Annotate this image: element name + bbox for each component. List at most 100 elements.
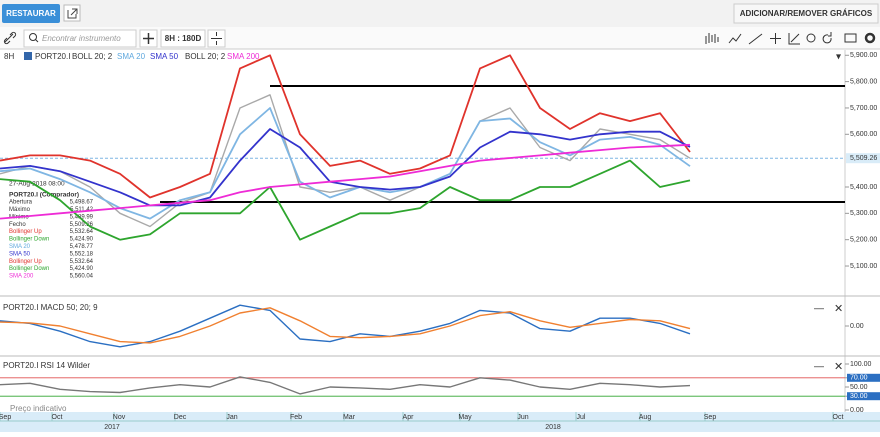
y-tick-label: 5,600.00 bbox=[850, 131, 877, 138]
search-icon bbox=[29, 33, 37, 41]
add-remove-label[interactable]: ADICIONAR/REMOVER GRÁFICOS bbox=[740, 9, 873, 18]
info-date: 27-Aug-2018 08:00 bbox=[9, 181, 65, 188]
price-tag bbox=[846, 153, 880, 164]
y-tick-label: 0.00 bbox=[850, 323, 864, 330]
info-value: 5,552.18 bbox=[70, 251, 94, 257]
month-label: May bbox=[458, 414, 472, 421]
info-title: PORT20.I (Comprador) bbox=[9, 192, 79, 199]
y-tick-label: 70.00 bbox=[850, 375, 868, 382]
top-toolbar bbox=[0, 0, 880, 27]
instrument-label: PORT20.I bbox=[35, 52, 70, 61]
info-value: 5,424.90 bbox=[70, 237, 94, 243]
rsi-title: PORT20.I RSI 14 Wilder bbox=[3, 361, 90, 370]
info-label: Bollinger Down bbox=[9, 237, 49, 243]
month-label: Mar bbox=[343, 414, 356, 421]
month-label: Apr bbox=[403, 414, 415, 421]
settings-tool[interactable] bbox=[864, 32, 876, 44]
info-value: 5,511.42 bbox=[70, 207, 94, 213]
trend-tool[interactable] bbox=[748, 33, 763, 45]
series-line bbox=[0, 376, 691, 395]
y-tick-label: 5,100.00 bbox=[850, 263, 877, 270]
info-label: Máximo bbox=[9, 207, 31, 213]
month-label: Feb bbox=[290, 414, 302, 421]
month-label: Sep bbox=[0, 414, 11, 421]
month-label: Jun bbox=[517, 414, 528, 421]
add-remove-button[interactable] bbox=[733, 3, 879, 24]
info-value: 5,560.04 bbox=[70, 274, 94, 280]
close-panel[interactable]: ✕ bbox=[834, 361, 843, 373]
series-line bbox=[0, 94, 691, 228]
candles-tool[interactable] bbox=[705, 33, 719, 44]
boll2-label: BOLL 20; 2 bbox=[185, 52, 226, 61]
macd-title: PORT20.I MACD 50; 20; 9 bbox=[3, 303, 98, 312]
refresh-tool[interactable] bbox=[822, 32, 832, 44]
sma20-label: SMA 20 bbox=[117, 52, 146, 61]
popout-icon bbox=[67, 8, 78, 19]
info-label: SMA 20 bbox=[9, 244, 31, 250]
search-placeholder[interactable]: Encontrar instrumento bbox=[42, 34, 121, 43]
info-value: 5,532.64 bbox=[70, 259, 94, 265]
minimize-panel[interactable]: — bbox=[814, 362, 824, 373]
month-label: Aug bbox=[639, 414, 652, 421]
tool-icons bbox=[705, 32, 876, 45]
restore-label[interactable]: RESTAURAR bbox=[6, 9, 56, 18]
y-tick-label: 5,300.00 bbox=[850, 210, 877, 217]
month-label: Dec bbox=[174, 414, 187, 421]
month-label: Jan bbox=[226, 414, 237, 421]
info-value: 5,498.67 bbox=[70, 200, 94, 206]
y-tick-label: 0.00 bbox=[850, 407, 864, 414]
boll-label: BOLL 20; 2 bbox=[72, 52, 113, 61]
period-button[interactable] bbox=[160, 29, 206, 48]
y-tick-label: 5,700.00 bbox=[850, 105, 877, 112]
y-tick-label: 5,400.00 bbox=[850, 184, 877, 191]
period-label[interactable]: 8H : 180D bbox=[165, 34, 202, 43]
info-value: 5,532.64 bbox=[70, 229, 94, 235]
info-label: SMA 200 bbox=[9, 274, 34, 280]
level-tag bbox=[847, 373, 880, 382]
cross-tool[interactable] bbox=[770, 33, 781, 44]
series-line bbox=[0, 128, 691, 207]
close-panel[interactable]: ▾ bbox=[836, 52, 841, 63]
price-tag-label: 5,509.26 bbox=[850, 155, 877, 162]
indicator-tool[interactable] bbox=[728, 33, 742, 44]
info-value: 5,478.77 bbox=[70, 244, 94, 250]
level-tag bbox=[847, 392, 880, 401]
search-box[interactable] bbox=[23, 29, 137, 48]
info-label: Bollinger Up bbox=[9, 259, 42, 265]
y-tick-label: 5,800.00 bbox=[850, 78, 877, 85]
series-line bbox=[0, 307, 691, 344]
series-line bbox=[0, 304, 691, 348]
y-tick-label: 5,200.00 bbox=[850, 237, 877, 244]
minimize-panel[interactable]: — bbox=[814, 304, 824, 315]
info-label: Fecho bbox=[9, 222, 26, 228]
fib-tool[interactable] bbox=[788, 33, 800, 45]
month-label: Oct bbox=[833, 414, 844, 421]
month-label: Jul bbox=[577, 414, 586, 421]
info-label: SMA 50 bbox=[9, 251, 31, 257]
popout-button[interactable] bbox=[63, 4, 81, 22]
link-icon[interactable] bbox=[3, 31, 17, 45]
month-label: Nov bbox=[113, 414, 126, 421]
sma200-label: SMA 200 bbox=[227, 52, 260, 61]
y-tick-label: 30.00 bbox=[850, 393, 868, 400]
series-line bbox=[0, 159, 691, 241]
plus-icon bbox=[143, 33, 154, 44]
info-value: 5,509.26 bbox=[70, 222, 94, 228]
interval-label: 8H bbox=[4, 52, 14, 61]
close-panel[interactable]: ✕ bbox=[834, 303, 843, 315]
instrument-icon bbox=[24, 52, 32, 60]
series-line bbox=[0, 54, 691, 199]
zoom-tool[interactable] bbox=[806, 33, 816, 43]
indicative-note: Preço indicativo bbox=[10, 404, 67, 413]
x-axis-band bbox=[0, 412, 880, 432]
restore-button[interactable] bbox=[2, 4, 60, 23]
camera-tool[interactable] bbox=[844, 33, 857, 43]
sma50-label: SMA 50 bbox=[150, 52, 179, 61]
y-tick-label: 100.00 bbox=[850, 361, 872, 368]
month-label: Oct bbox=[52, 414, 63, 421]
y-tick-label: 50.00 bbox=[850, 384, 868, 391]
y-tick-label: 5,900.00 bbox=[850, 52, 877, 59]
series-line bbox=[0, 143, 691, 220]
